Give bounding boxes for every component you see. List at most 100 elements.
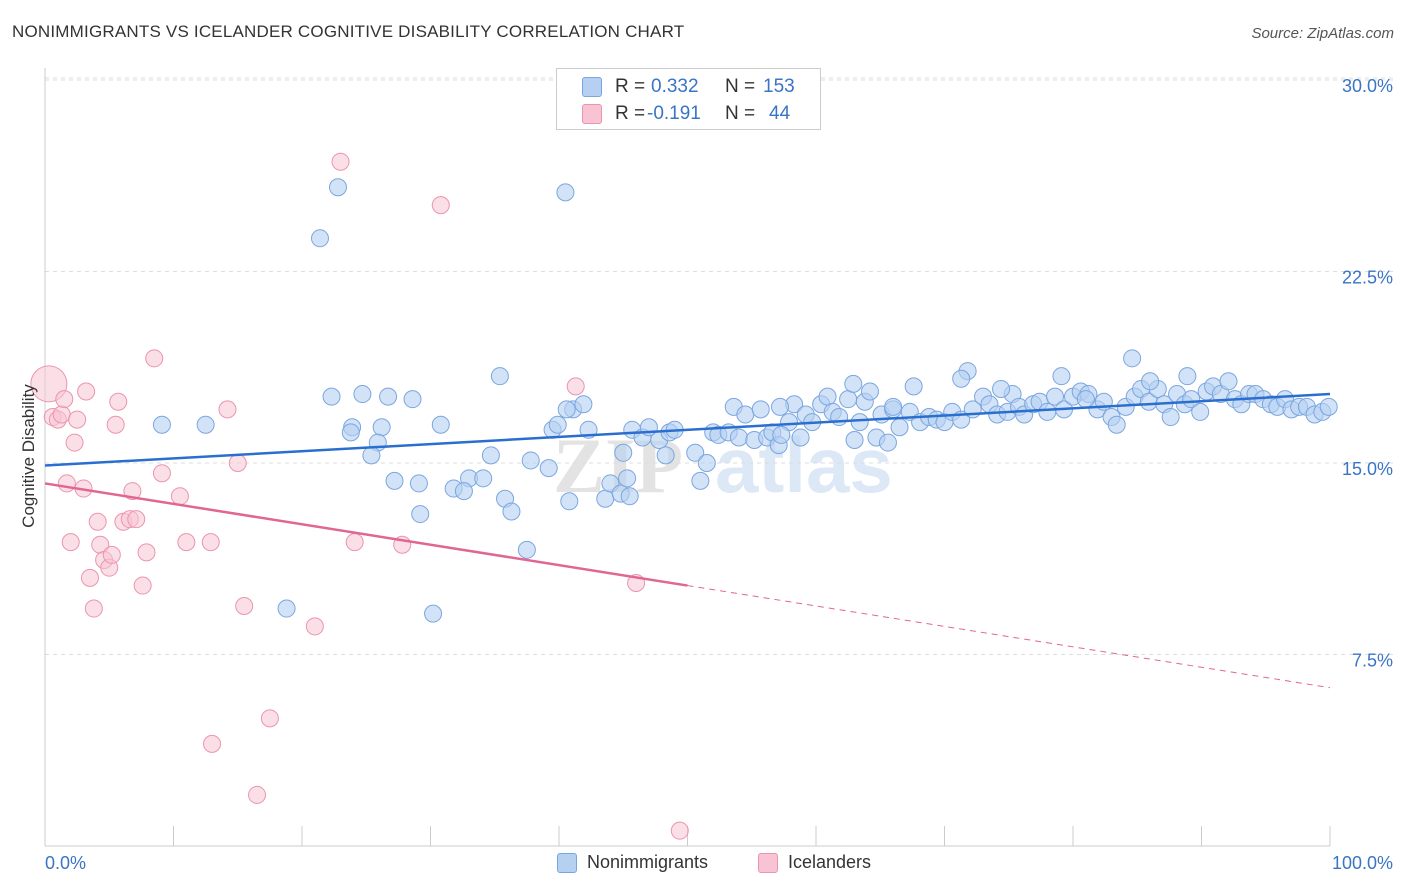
nonimmigrants-point [574,395,593,414]
nonimmigrants-point [751,400,770,419]
icelanders-point [133,576,152,595]
nonimmigrants-point [403,390,422,409]
nonimmigrants-point [878,433,897,452]
nonimmigrants-point [839,390,858,409]
icelanders-point [305,617,324,636]
nonimmigrants-point [517,540,536,559]
icelanders-point [102,545,121,564]
nonimmigrants-swatch [557,852,577,873]
nonimmigrants-point [1076,390,1095,409]
tick-labels: 7.5% 15.0% 22.5% 30.0% 0.0% 100.0% [45,76,1393,873]
nonimmigrants-point [697,454,716,472]
icelanders-point [331,152,350,171]
y-tick-label: 30.0% [1342,76,1393,96]
n-label: N = [725,76,756,97]
x-tick-label: 0.0% [45,853,86,873]
stats-legend: R = 0.332 N = 153 R = -0.191 N = 44 [556,68,821,130]
nonimmigrants-point [1038,402,1057,421]
nonimmigrants-point [1219,372,1238,391]
icelanders-point [88,512,107,531]
icelanders-point [203,734,222,753]
r-value: -0.191 [647,103,701,124]
nonimmigrants-point [890,418,909,437]
icelanders-trend-extension [687,585,1331,689]
nonimmigrants-point [1107,415,1126,434]
nonimmigrants-point [844,374,863,393]
nonimmigrants-point [1191,402,1210,421]
nonimmigrants-point [424,604,443,623]
icelanders-point [235,596,254,615]
legend-label: Nonimmigrants [587,852,709,872]
nonimmigrants-point [620,487,639,506]
y-tick-label: 7.5% [1352,651,1393,671]
icelanders-point [201,533,220,552]
icelanders-point [137,543,156,562]
nonimmigrants-point [1182,390,1201,409]
icelanders-point [248,785,267,804]
nonimmigrants-point [372,418,391,437]
nonimmigrants-point [411,505,430,524]
trend-lines [44,392,1331,689]
nonimmigrants-point [322,387,341,406]
icelanders-swatch [582,104,602,124]
icelanders-point [84,599,103,618]
icelanders-trend-line [44,482,688,587]
nonimmigrants-point [431,415,450,434]
nonimmigrants-point [691,471,710,490]
nonimmigrants-point [362,446,381,465]
chart-title: NONIMMIGRANTS VS ICELANDER COGNITIVE DIS… [12,22,685,41]
icelanders-point [77,382,96,401]
nonimmigrants-point [353,385,372,404]
axis-layer [44,68,1331,847]
nonimmigrants-point [502,502,521,521]
icelanders-point [68,410,87,429]
nonimmigrants-point [656,446,675,465]
nonimmigrants-point [1141,372,1160,391]
nonimmigrants-point [614,443,633,462]
nonimmigrants-point [474,469,493,488]
icelanders-point [55,390,74,409]
icelanders-point [566,377,585,396]
nonimmigrants-point [385,471,404,490]
icelanders-point [670,821,689,840]
icelanders-swatch [758,852,778,873]
nonimmigrants-point [904,377,923,396]
nonimmigrants-point [771,397,790,416]
nonimmigrants-point [992,379,1011,398]
nonimmigrants-point [548,415,567,434]
nonimmigrants-point [328,178,347,197]
nonimmigrants-trend-line [44,392,1331,467]
r-label: R = [615,76,646,97]
y-tick-label: 22.5% [1342,268,1393,288]
icelanders-point [109,392,128,411]
icelanders-point [127,510,146,529]
nonimmigrants-point [818,387,837,406]
nonimmigrants-point [379,387,398,406]
nonimmigrants-point [521,451,540,470]
nonimmigrants-point [884,397,903,416]
icelanders-point [177,533,196,552]
nonimmigrants-point [341,423,360,442]
series-legend: Nonimmigrants Icelanders [0,852,1406,878]
icelanders-point [260,709,279,728]
n-label: N = [725,103,756,124]
nonimmigrants-point [557,400,576,419]
legend-item-nonimmigrants: Nonimmigrants [557,852,708,873]
source-label: Source: ZipAtlas.com [1251,25,1394,42]
icelanders-point [218,400,237,419]
nonimmigrants-swatch [582,77,602,97]
nonimmigrants-point [791,428,810,447]
r-value: 0.332 [651,76,699,97]
icelanders-point [106,415,125,434]
icelanders-point [30,365,68,403]
n-value: 153 [763,76,795,97]
icelanders-points [30,152,689,840]
nonimmigrants-point [277,599,296,618]
icelanders-point [123,482,142,501]
icelanders-point [345,533,364,552]
nonimmigrants-point [1046,387,1065,406]
icelanders-point [228,454,247,472]
nonimmigrants-point [490,367,509,386]
nonimmigrants-point [152,415,171,434]
nonimmigrants-point [310,229,329,248]
